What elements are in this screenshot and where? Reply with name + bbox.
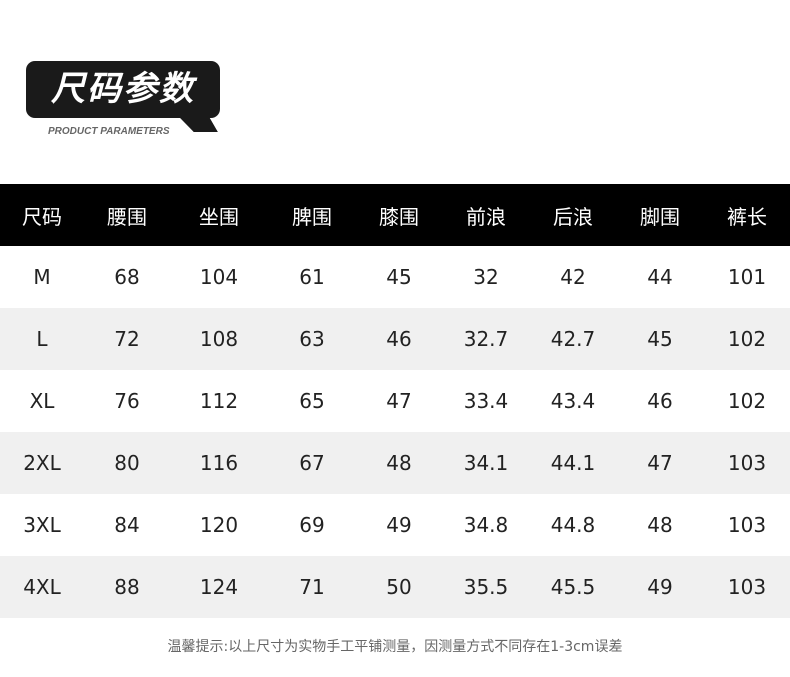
table-cell: 72 <box>114 327 140 351</box>
table-header: 尺码 腰围 坐围 脾围 膝围 前浪 后浪 脚围 裤长 <box>0 184 790 246</box>
table-cell: 49 <box>647 575 673 599</box>
table-row: 4XL 88 124 71 50 35.5 45.5 49 103 <box>0 556 790 618</box>
column-header: 裤长 <box>727 204 767 229</box>
column-header: 尺码 <box>22 204 62 229</box>
table-cell: 46 <box>386 327 412 351</box>
table-cell: 80 <box>114 451 140 475</box>
size-table: 尺码 腰围 坐围 脾围 膝围 前浪 后浪 脚围 裤长 M 68 104 61 45 32 42 44 101 L 7… <box>0 184 790 618</box>
table-cell: 71 <box>299 575 325 599</box>
table-row: L 72 108 63 46 32.7 42.7 45 102 <box>0 308 790 370</box>
table-cell: 35.5 <box>463 575 509 599</box>
table-cell: M <box>33 265 51 289</box>
table-cell: 50 <box>386 575 412 599</box>
table-cell: 63 <box>299 327 325 351</box>
table-cell: 32.7 <box>463 327 509 351</box>
table-cell: 102 <box>727 389 767 413</box>
table-cell: 102 <box>727 327 767 351</box>
section-subtitle: PRODUCT PARAMETERS <box>48 126 170 137</box>
table-cell: 67 <box>299 451 325 475</box>
table-cell: 44.1 <box>550 451 596 475</box>
table-cell: 101 <box>727 265 767 289</box>
table-cell: 84 <box>114 513 140 537</box>
table-cell: 103 <box>727 513 767 537</box>
column-header: 坐围 <box>199 204 239 229</box>
table-cell: 103 <box>727 575 767 599</box>
table-cell: 2XL <box>23 451 61 475</box>
table-cell: 48 <box>386 451 412 475</box>
table-cell: 124 <box>199 575 239 599</box>
table-cell: 61 <box>299 265 325 289</box>
column-header: 脾围 <box>292 204 332 229</box>
table-cell: 34.8 <box>463 513 509 537</box>
table-cell: 43.4 <box>550 389 596 413</box>
table-cell: 49 <box>386 513 412 537</box>
table-row: M 68 104 61 45 32 42 44 101 <box>0 246 790 308</box>
column-header: 膝围 <box>379 204 419 229</box>
table-row: XL 76 112 65 47 33.4 43.4 46 102 <box>0 370 790 432</box>
table-cell: 65 <box>299 389 325 413</box>
table-cell: 68 <box>114 265 140 289</box>
table-cell: 76 <box>114 389 140 413</box>
table-cell: 44.8 <box>550 513 596 537</box>
table-cell: 120 <box>199 513 239 537</box>
table-cell: 108 <box>199 327 239 351</box>
table-cell: L <box>36 327 48 351</box>
section-title: 尺码参数 <box>51 69 195 109</box>
table-cell: 88 <box>114 575 140 599</box>
table-cell: 33.4 <box>463 389 509 413</box>
table-cell: 47 <box>386 389 412 413</box>
column-header: 前浪 <box>466 204 506 229</box>
table-cell: 48 <box>647 513 673 537</box>
table-cell: 42 <box>560 265 586 289</box>
table-row: 2XL 80 116 67 48 34.1 44.1 47 103 <box>0 432 790 494</box>
column-header: 脚围 <box>640 204 680 229</box>
table-cell: 104 <box>199 265 239 289</box>
table-cell: 45 <box>647 327 673 351</box>
column-header: 后浪 <box>553 204 593 229</box>
title-badge <box>26 61 220 118</box>
table-cell: 46 <box>647 389 673 413</box>
table-cell: 3XL <box>23 513 61 537</box>
table-cell: 45.5 <box>550 575 596 599</box>
table-cell: 116 <box>199 451 239 475</box>
table-cell: 47 <box>647 451 673 475</box>
table-cell: 103 <box>727 451 767 475</box>
table-cell: 112 <box>199 389 239 413</box>
column-header: 腰围 <box>107 204 147 229</box>
measurement-note: 温馨提示:以上尺寸为实物手工平铺测量，因测量方式不同存在1-3cm误差 <box>167 639 623 655</box>
table-row: 3XL 84 120 69 49 34.8 44.8 48 103 <box>0 494 790 556</box>
table-cell: 42.7 <box>550 327 596 351</box>
table-cell: 45 <box>386 265 412 289</box>
table-cell: 34.1 <box>463 451 509 475</box>
table-cell: XL <box>29 389 55 413</box>
table-cell: 44 <box>647 265 673 289</box>
table-cell: 69 <box>299 513 325 537</box>
table-cell: 32 <box>473 265 499 289</box>
table-cell: 4XL <box>23 575 61 599</box>
